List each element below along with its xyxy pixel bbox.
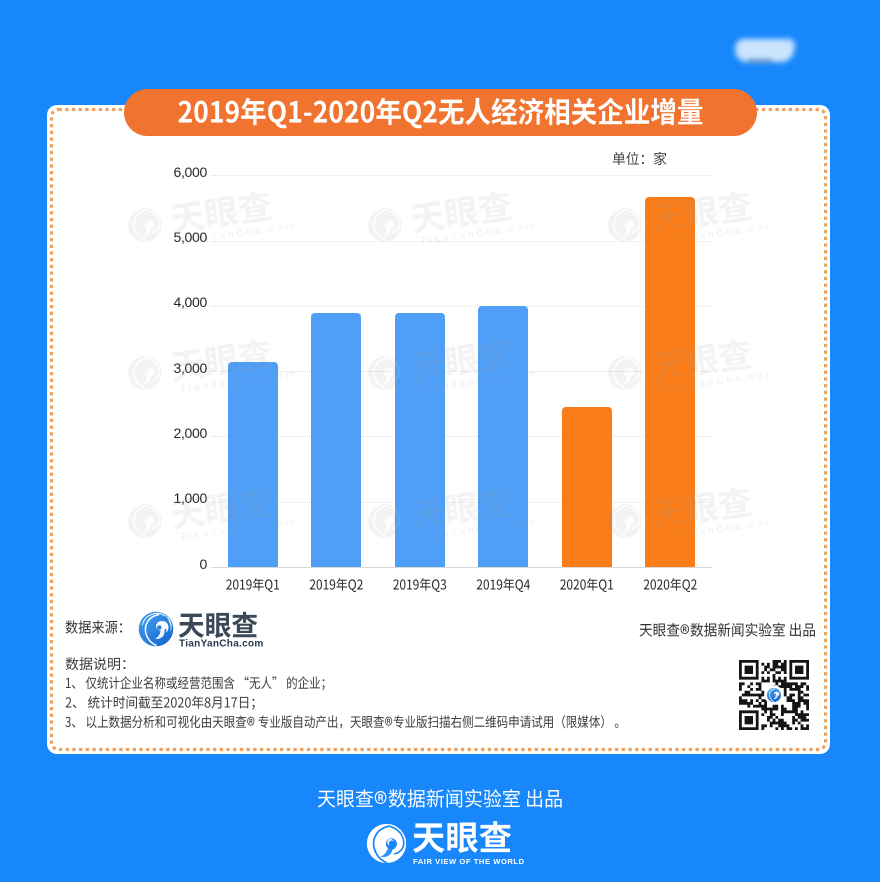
- svg-text:FAIR VIEW OF THE WORLD: FAIR VIEW OF THE WORLD: [413, 857, 525, 866]
- svg-text:TianYanCha.com: TianYanCha.com: [179, 639, 264, 650]
